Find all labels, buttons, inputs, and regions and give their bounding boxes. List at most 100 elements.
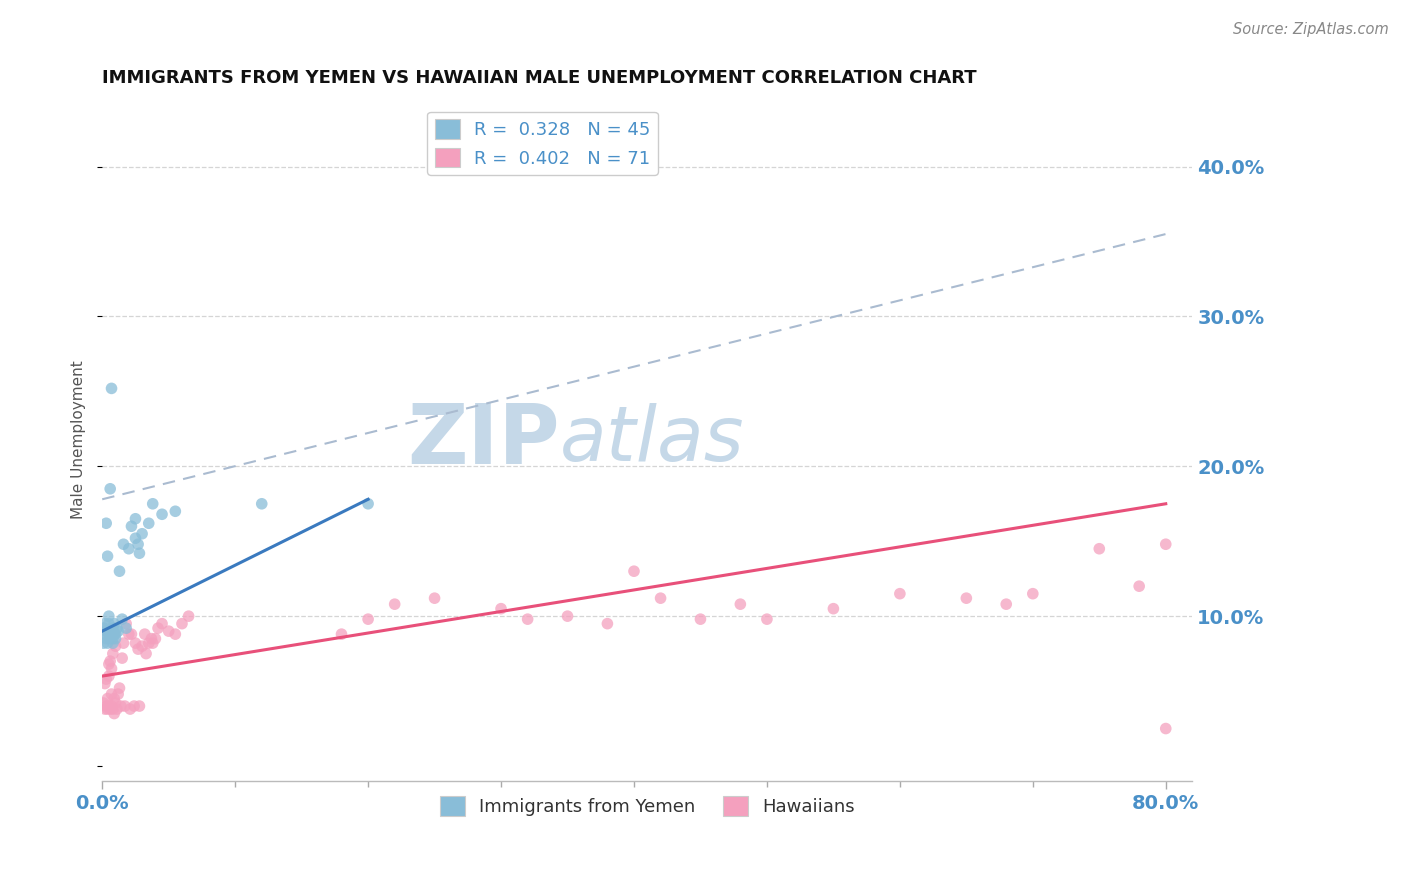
- Point: [93, 621, 115, 635]
- Point: [94, 702, 117, 716]
- Point: [330, 627, 353, 641]
- Point: [689, 612, 711, 626]
- Point: [955, 591, 977, 606]
- Point: [112, 537, 135, 551]
- Point: [118, 541, 141, 556]
- Point: [823, 601, 845, 615]
- Point: [96, 672, 118, 686]
- Point: [1088, 541, 1111, 556]
- Point: [103, 691, 125, 706]
- Point: [105, 702, 128, 716]
- Point: [97, 624, 120, 639]
- Point: [124, 636, 146, 650]
- Text: atlas: atlas: [560, 403, 745, 477]
- Point: [107, 624, 129, 639]
- Text: Source: ZipAtlas.com: Source: ZipAtlas.com: [1233, 22, 1389, 37]
- Point: [96, 632, 118, 646]
- Point: [94, 676, 117, 690]
- Point: [118, 627, 141, 641]
- Point: [755, 612, 778, 626]
- Point: [131, 639, 153, 653]
- Point: [104, 632, 127, 646]
- Point: [98, 632, 121, 646]
- Point: [384, 597, 406, 611]
- Point: [107, 687, 129, 701]
- Point: [94, 616, 117, 631]
- Point: [250, 497, 273, 511]
- Point: [97, 699, 120, 714]
- Text: IMMIGRANTS FROM YEMEN VS HAWAIIAN MALE UNEMPLOYMENT CORRELATION CHART: IMMIGRANTS FROM YEMEN VS HAWAIIAN MALE U…: [103, 69, 977, 87]
- Point: [101, 702, 124, 716]
- Point: [122, 699, 145, 714]
- Point: [124, 531, 146, 545]
- Point: [112, 636, 135, 650]
- Point: [128, 546, 150, 560]
- Point: [623, 564, 645, 578]
- Point: [96, 549, 118, 564]
- Point: [98, 702, 121, 716]
- Point: [103, 616, 125, 631]
- Point: [889, 587, 911, 601]
- Point: [103, 627, 125, 641]
- Point: [108, 564, 131, 578]
- Point: [101, 636, 124, 650]
- Point: [97, 669, 120, 683]
- Point: [100, 662, 122, 676]
- Point: [357, 612, 380, 626]
- Point: [115, 616, 138, 631]
- Point: [131, 526, 153, 541]
- Point: [141, 632, 163, 646]
- Point: [100, 699, 122, 714]
- Point: [96, 702, 118, 716]
- Point: [103, 706, 125, 721]
- Point: [114, 699, 136, 714]
- Point: [150, 616, 173, 631]
- Point: [97, 616, 120, 631]
- Point: [516, 612, 538, 626]
- Point: [100, 381, 122, 395]
- Point: [730, 597, 752, 611]
- Point: [97, 609, 120, 624]
- Point: [111, 612, 134, 626]
- Point: [120, 627, 142, 641]
- Point: [97, 627, 120, 641]
- Point: [104, 627, 127, 641]
- Point: [96, 624, 118, 639]
- Point: [165, 627, 187, 641]
- Text: ZIP: ZIP: [408, 400, 560, 481]
- Point: [104, 696, 127, 710]
- Point: [100, 627, 122, 641]
- Point: [98, 654, 121, 668]
- Y-axis label: Male Unemployment: Male Unemployment: [72, 360, 86, 519]
- Point: [995, 597, 1018, 611]
- Point: [127, 537, 149, 551]
- Point: [110, 699, 132, 714]
- Point: [120, 702, 142, 716]
- Point: [138, 636, 160, 650]
- Point: [489, 601, 512, 615]
- Point: [96, 624, 118, 639]
- Point: [127, 642, 149, 657]
- Point: [150, 508, 173, 522]
- Point: [596, 616, 619, 631]
- Point: [142, 636, 165, 650]
- Point: [138, 516, 160, 531]
- Point: [96, 699, 118, 714]
- Point: [111, 651, 134, 665]
- Point: [134, 627, 156, 641]
- Point: [101, 621, 124, 635]
- Point: [135, 647, 157, 661]
- Point: [357, 497, 380, 511]
- Legend: Immigrants from Yemen, Hawaiians: Immigrants from Yemen, Hawaiians: [433, 789, 862, 823]
- Point: [124, 512, 146, 526]
- Point: [128, 699, 150, 714]
- Point: [93, 696, 115, 710]
- Point: [120, 519, 142, 533]
- Point: [157, 624, 180, 639]
- Point: [1022, 587, 1045, 601]
- Point: [145, 632, 167, 646]
- Point: [101, 647, 124, 661]
- Point: [97, 657, 120, 672]
- Point: [170, 616, 193, 631]
- Point: [93, 636, 115, 650]
